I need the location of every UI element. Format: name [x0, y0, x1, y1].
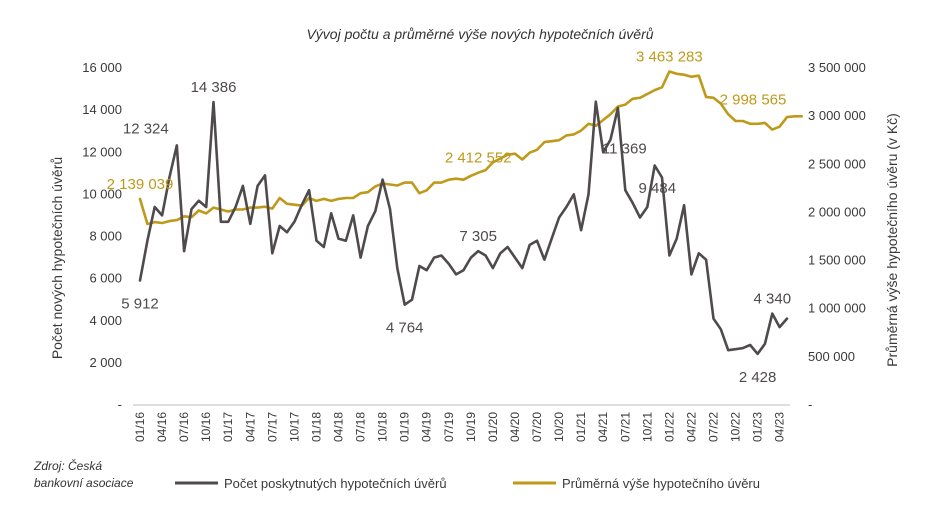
left-tick-label: 4 000 [89, 313, 122, 328]
x-tick-label: 07/22 [706, 412, 720, 442]
series-lines [138, 70, 804, 356]
x-tick-label: 04/19 [420, 412, 434, 442]
count-data-label: 9 484 [639, 180, 677, 197]
right-tick-label: - [808, 397, 812, 412]
avg-data-label: 2 139 039 [107, 176, 174, 193]
chart-title: Vývoj počtu a průměrné výše nových hypot… [306, 26, 653, 42]
right-tick-label: 2 500 000 [808, 156, 866, 171]
avg-series-line [138, 70, 804, 226]
count-data-label: 4 764 [386, 320, 424, 337]
x-tick-label: 01/18 [309, 412, 323, 442]
left-tick-label: 8 000 [89, 229, 122, 244]
right-tick-label: 1 500 000 [808, 253, 866, 268]
x-tick-label: 10/17 [287, 412, 301, 442]
left-tick-label: 6 000 [89, 271, 122, 286]
x-tick-label: 01/20 [486, 412, 500, 442]
left-tick-label: 16 000 [82, 60, 122, 75]
x-tick-label: 10/20 [552, 412, 566, 442]
x-tick-label: 01/16 [133, 412, 147, 442]
left-tick-label: 2 000 [89, 355, 122, 370]
count-data-label: 11 369 [602, 141, 647, 158]
x-tick-label: 07/16 [177, 412, 191, 442]
source-line-1: Zdroj: Česká [33, 458, 102, 473]
right-tick-labels: - 500 000 1 000 000 1 500 000 2 000 000 2 500… [808, 60, 866, 412]
left-tick-label: - [118, 397, 122, 412]
x-tick-label: 01/19 [398, 412, 412, 442]
x-tick-labels: 01/16 04/16 07/16 10/16 01/17 04/17 07/17 10/17… [133, 412, 787, 442]
right-tick-label: 2 000 000 [808, 204, 866, 219]
count-series-line [138, 100, 789, 356]
x-tick-label: 01/17 [221, 412, 235, 442]
right-tick-label: 3 500 000 [808, 60, 866, 75]
x-tick-label: 04/22 [684, 412, 698, 442]
count-data-label: 2 428 [739, 369, 777, 386]
right-tick-label: 500 000 [808, 349, 855, 364]
x-tick-label: 10/21 [640, 412, 654, 442]
x-tick-label: 07/19 [442, 412, 456, 442]
x-tick-label: 10/18 [376, 412, 390, 442]
x-tick-label: 04/20 [508, 412, 522, 442]
x-tick-label: 04/17 [243, 412, 257, 442]
left-tick-label: 12 000 [82, 144, 122, 159]
legend-avg-label: Průměrná výše hypotečního úvěru [562, 476, 760, 491]
x-tick-label: 04/21 [596, 412, 610, 442]
x-tick-label: 07/18 [354, 412, 368, 442]
count-data-label: 14 386 [191, 79, 237, 96]
right-tick-label: 1 000 000 [808, 301, 866, 316]
count-data-label: 12 324 [123, 120, 169, 137]
x-tick-label: 07/17 [265, 412, 279, 442]
left-tick-label: 10 000 [82, 186, 122, 201]
count-data-label: 5 912 [121, 295, 159, 312]
x-tick-label: 07/21 [618, 412, 632, 442]
y-axis-left-label: Počet nových hypotečních úvěrů [49, 157, 65, 359]
y-axis-right-label: Průměrná výše hypotečního úvěru (v Kč) [884, 113, 900, 367]
legend: Počet poskytnutých hypotečních úvěrů Prů… [175, 476, 760, 491]
x-tick-label: 10/16 [199, 412, 213, 442]
data-annotations: 5 912 12 324 14 386 4 764 7 305 11 369 9 484 2 … [107, 49, 791, 386]
left-tick-label: 14 000 [82, 102, 122, 117]
x-tick-label: 01/23 [751, 412, 765, 442]
avg-data-label: 2 998 565 [720, 91, 787, 108]
x-tick-label: 10/19 [464, 412, 478, 442]
avg-data-label: 2 412 552 [445, 150, 512, 167]
x-tick-label: 07/20 [530, 412, 544, 442]
count-data-label: 7 305 [459, 228, 497, 245]
count-data-label: 4 340 [754, 291, 792, 308]
x-tick-label: 10/22 [729, 412, 743, 442]
source-line-2: bankovní asociace [34, 476, 134, 490]
x-tick-label: 04/16 [155, 412, 169, 442]
legend-count-label: Počet poskytnutých hypotečních úvěrů [224, 476, 447, 491]
x-tick-label: 01/21 [574, 412, 588, 442]
avg-data-label: 3 463 283 [636, 49, 703, 66]
x-tick-label: 04/18 [332, 412, 346, 442]
x-tick-label: 04/23 [773, 412, 787, 442]
left-tick-labels: - 2 000 4 000 6 000 8 000 10 000 12 000 14 000 1… [82, 60, 122, 412]
x-tick-label: 01/22 [662, 412, 676, 442]
right-tick-label: 3 000 000 [808, 108, 866, 123]
